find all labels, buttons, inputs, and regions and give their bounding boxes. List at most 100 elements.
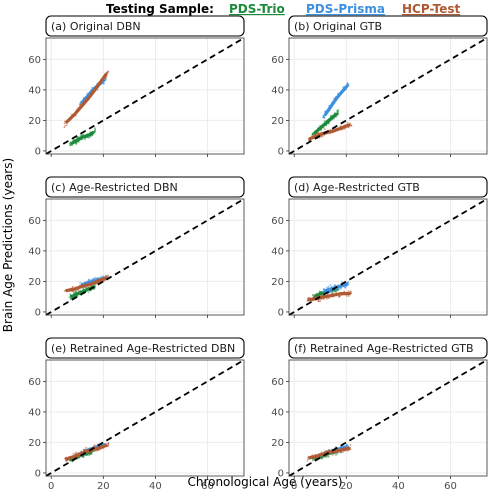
data-point xyxy=(65,124,68,127)
y-tick-label: 20 xyxy=(28,438,41,449)
data-point xyxy=(77,289,80,292)
data-point xyxy=(93,444,96,447)
data-point xyxy=(88,454,91,457)
data-point xyxy=(84,448,86,451)
data-point xyxy=(317,300,320,303)
data-point xyxy=(317,131,319,134)
data-point xyxy=(337,108,340,111)
data-point xyxy=(71,144,73,147)
data-point xyxy=(350,125,353,127)
data-point xyxy=(75,143,78,146)
data-point xyxy=(344,287,346,289)
data-point xyxy=(338,295,341,298)
data-point xyxy=(345,443,348,446)
data-point xyxy=(339,287,341,290)
y-tick-label: 0 xyxy=(35,468,41,479)
identity-line xyxy=(45,359,245,477)
panel-border xyxy=(45,198,245,316)
data-point xyxy=(102,275,104,278)
data-point xyxy=(331,454,334,456)
data-point xyxy=(327,285,330,288)
data-point xyxy=(81,134,83,136)
data-point xyxy=(334,290,337,293)
data-point xyxy=(327,297,330,300)
data-point xyxy=(331,290,334,293)
panel-strip xyxy=(45,15,245,37)
legend-item-hcp-test: HCP-Test xyxy=(402,2,461,16)
data-point xyxy=(311,133,314,136)
trend-line xyxy=(65,72,108,124)
y-tick-label: 60 xyxy=(28,377,41,388)
data-point xyxy=(347,295,350,297)
x-tick-label: 60 xyxy=(201,481,214,492)
data-point xyxy=(72,285,74,288)
data-point xyxy=(63,122,66,125)
data-point xyxy=(349,290,352,293)
y-axis-title: Brain Age Predictions (years) xyxy=(1,158,15,332)
legend: Testing Sample: PDS-Trio PDS-Prisma HCP-… xyxy=(106,2,461,16)
data-point xyxy=(86,452,89,455)
data-point xyxy=(94,284,96,287)
data-point xyxy=(326,286,328,289)
data-point xyxy=(340,451,342,454)
panels: (a) Original DBN 0 20 40 60 (b) Original GTB 0… xyxy=(28,15,488,492)
identity-line xyxy=(288,359,488,477)
data-point xyxy=(323,120,326,123)
data-point xyxy=(332,452,335,455)
y-tick-label: 0 xyxy=(278,146,284,157)
trend-line xyxy=(65,443,108,461)
data-point xyxy=(324,128,326,131)
panel-title: (d) Age-Restricted GTB xyxy=(294,181,420,194)
data-point xyxy=(330,285,333,288)
trend-line xyxy=(70,131,95,145)
data-point xyxy=(94,127,96,130)
panel-title: (b) Original GTB xyxy=(294,20,382,33)
data-point xyxy=(69,459,71,462)
data-point xyxy=(313,294,316,297)
panel-3: (c) Age-Restricted DBN 0 20 40 60 xyxy=(28,176,245,318)
data-point xyxy=(85,446,88,449)
data-point xyxy=(103,82,105,84)
data-point xyxy=(347,126,350,129)
panel-border xyxy=(288,37,488,155)
y-tick-label: 60 xyxy=(28,216,41,227)
identity-line xyxy=(45,37,245,155)
identity-line xyxy=(288,198,488,316)
data-point xyxy=(63,126,66,129)
data-point xyxy=(107,274,109,277)
data-point xyxy=(326,298,328,300)
series-pds-prisma xyxy=(322,82,350,119)
data-point xyxy=(87,286,90,289)
trend-line xyxy=(323,85,348,116)
y-tick-label: 40 xyxy=(271,246,284,257)
panel-border xyxy=(45,37,245,155)
series-pds-trio xyxy=(311,108,340,137)
data-point xyxy=(350,292,352,294)
y-tick-label: 40 xyxy=(28,246,41,257)
y-tick-label: 60 xyxy=(271,216,284,227)
data-point xyxy=(322,291,325,294)
data-point xyxy=(107,442,110,445)
data-point xyxy=(306,460,309,462)
data-point xyxy=(347,450,349,452)
data-point xyxy=(346,121,349,124)
y-tick-label: 60 xyxy=(271,377,284,388)
x-tick-label: 20 xyxy=(340,481,353,492)
x-tick-label: 40 xyxy=(392,481,405,492)
panel-6: (f) Retrained Age-Restricted GTB 00 20 20 40… xyxy=(271,337,488,492)
panel-title: (e) Retrained Age-Restricted DBN xyxy=(51,342,235,355)
identity-line xyxy=(288,37,488,155)
trend-line xyxy=(308,446,351,460)
panel-title: (a) Original DBN xyxy=(51,20,141,33)
y-tick-label: 20 xyxy=(271,116,284,127)
legend-title: Testing Sample: xyxy=(106,2,214,16)
data-point xyxy=(72,453,75,455)
panel-border xyxy=(45,359,245,477)
panel-2: (b) Original GTB 0 20 40 60 xyxy=(271,15,488,157)
panel-strip xyxy=(288,176,488,198)
data-point xyxy=(88,278,90,281)
data-point xyxy=(327,456,330,458)
data-point xyxy=(336,452,339,455)
x-tick-label: 0 xyxy=(291,481,297,492)
